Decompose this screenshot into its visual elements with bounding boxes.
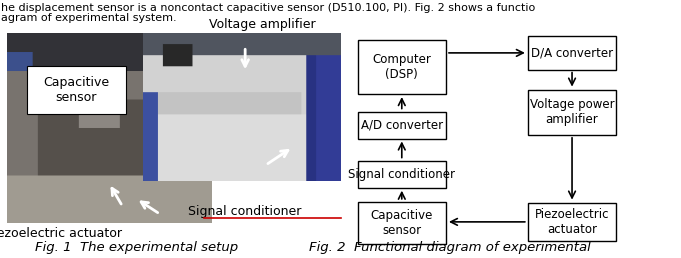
FancyBboxPatch shape — [358, 111, 446, 139]
FancyBboxPatch shape — [528, 36, 616, 70]
FancyBboxPatch shape — [358, 160, 446, 188]
Text: Voltage amplifier: Voltage amplifier — [209, 18, 315, 31]
Text: Fig. 2  Functional diagram of experimental: Fig. 2 Functional diagram of experimenta… — [308, 241, 590, 254]
Text: Piezoelectric
actuator: Piezoelectric actuator — [535, 208, 609, 236]
FancyBboxPatch shape — [528, 203, 616, 241]
FancyBboxPatch shape — [528, 90, 616, 135]
FancyBboxPatch shape — [27, 66, 126, 114]
Text: Signal conditioner: Signal conditioner — [348, 168, 456, 181]
Text: Voltage power
amplifier: Voltage power amplifier — [530, 98, 614, 126]
Text: agram of experimental system.: agram of experimental system. — [1, 13, 177, 23]
Text: he displacement sensor is a noncontact capacitive sensor (D510.100, PI). Fig. 2 : he displacement sensor is a noncontact c… — [1, 3, 536, 13]
Text: Piezoelectric actuator: Piezoelectric actuator — [0, 227, 123, 240]
FancyBboxPatch shape — [358, 40, 446, 94]
Text: D/A converter: D/A converter — [531, 46, 613, 59]
Text: Capacitive
sensor: Capacitive sensor — [370, 209, 433, 237]
FancyBboxPatch shape — [358, 202, 446, 245]
Text: Capacitive
sensor: Capacitive sensor — [43, 76, 110, 103]
Text: A/D converter: A/D converter — [361, 119, 443, 132]
Text: Signal conditioner: Signal conditioner — [189, 205, 302, 218]
Text: Computer
(DSP): Computer (DSP) — [373, 53, 431, 81]
Text: Fig. 1  The experimental setup: Fig. 1 The experimental setup — [35, 241, 238, 254]
